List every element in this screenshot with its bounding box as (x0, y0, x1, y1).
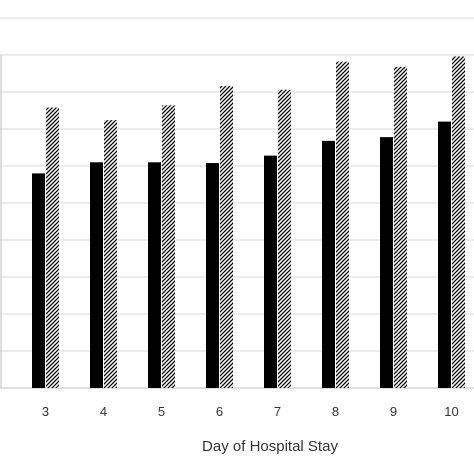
x-tick-label: 4 (100, 404, 107, 419)
x-tick-label: 10 (444, 404, 458, 419)
x-tick-labels: 3 4 5 6 7 8 9 10 (42, 404, 459, 419)
bar-solid (90, 162, 103, 388)
bar-solid (264, 155, 277, 388)
bars (32, 56, 465, 389)
bar-hatched (452, 56, 465, 388)
bar-solid (380, 137, 393, 388)
bar-solid (322, 140, 335, 388)
x-tick-label: 6 (216, 404, 223, 419)
bar-solid (32, 173, 45, 388)
bar-hatched (162, 105, 175, 388)
x-tick-label: 8 (332, 404, 339, 419)
x-tick-label: 9 (390, 404, 397, 419)
bar-hatched (104, 120, 117, 389)
bar-hatched (336, 61, 349, 388)
bar-hatched (278, 89, 291, 388)
x-tick-label: 7 (274, 404, 281, 419)
bar-solid (148, 162, 161, 388)
bar-hatched (220, 86, 233, 388)
bar-solid (438, 121, 451, 388)
x-tick-label: 5 (158, 404, 165, 419)
bar-hatched (46, 107, 59, 388)
gridlines (0, 17, 474, 389)
bar-hatched (394, 66, 407, 388)
x-tick-label: 3 (42, 404, 49, 419)
x-axis-title: Day of Hospital Stay (202, 438, 338, 455)
bar-solid (206, 163, 219, 388)
